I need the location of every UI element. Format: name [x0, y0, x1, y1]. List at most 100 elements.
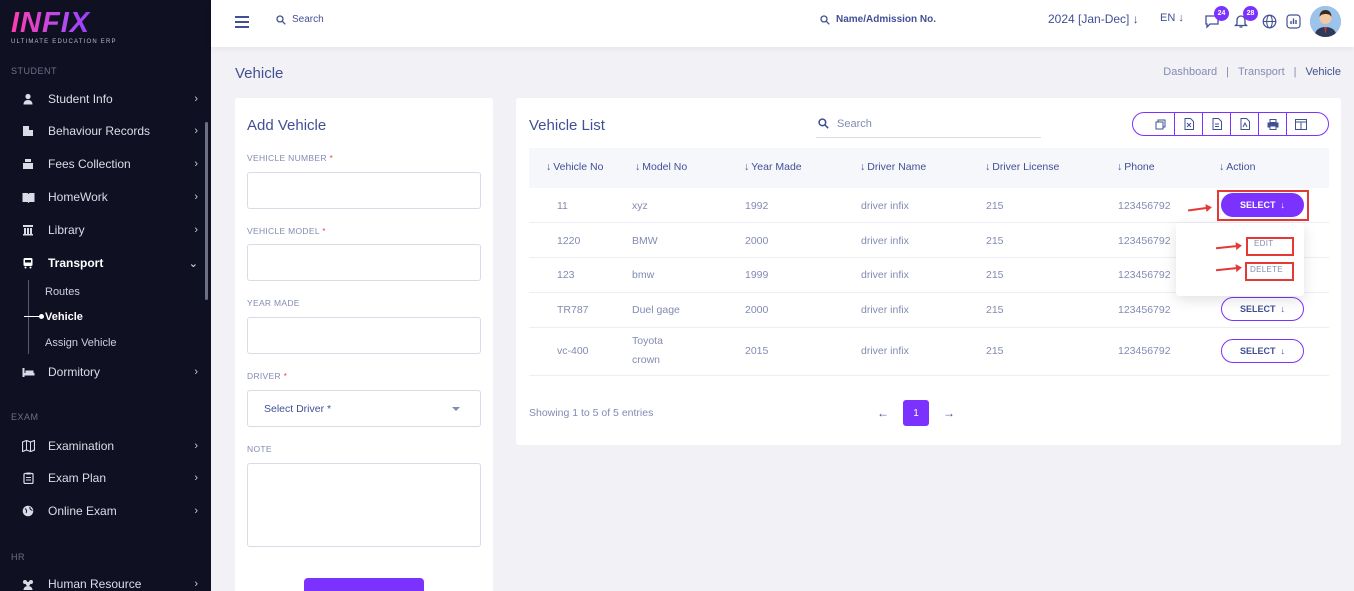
- menu-toggle-icon[interactable]: [235, 16, 249, 28]
- year-made-label: YEAR MADE: [247, 298, 300, 308]
- sidebar-item-label: HomeWork: [48, 190, 108, 204]
- csv-icon: [1212, 118, 1222, 130]
- save-vehicle-button[interactable]: [304, 578, 424, 591]
- cell-phone: 123456792: [1118, 345, 1171, 357]
- sidebar-item-transport[interactable]: Transport ⌄: [20, 252, 198, 274]
- next-page-icon[interactable]: →: [943, 406, 955, 420]
- cell-vehicle-no: vc-400: [557, 345, 589, 357]
- table-row: 11 xyz 1992 driver infix 215 123456792: [529, 188, 1329, 223]
- section-label-student: STUDENT: [11, 66, 57, 76]
- cell-driver: driver infix: [861, 345, 909, 357]
- col-phone[interactable]: ↓ Phone: [1117, 161, 1155, 173]
- vehicle-list-title: Vehicle List: [529, 117, 605, 134]
- sidebar-subitem-routes[interactable]: Routes: [45, 286, 80, 298]
- cell-model: Toyota: [632, 335, 663, 347]
- cell-phone: 123456792: [1118, 269, 1171, 281]
- sidebar-item-student-info[interactable]: Student Info ›: [20, 88, 198, 110]
- sidebar-item-label: Library: [48, 223, 85, 237]
- messages-badge: 24: [1214, 6, 1229, 21]
- sort-arrow-icon: ↓: [1219, 161, 1225, 173]
- columns-button[interactable]: [1287, 113, 1315, 135]
- website-button[interactable]: [1260, 12, 1278, 30]
- print-button[interactable]: [1259, 113, 1287, 135]
- col-driver-name[interactable]: ↓ Driver Name: [860, 161, 927, 173]
- note-textarea[interactable]: [247, 463, 481, 547]
- select-action-button[interactable]: SELECT ↓: [1221, 339, 1304, 363]
- cell-license: 215: [986, 269, 1004, 281]
- notifications-button[interactable]: 28: [1232, 6, 1258, 30]
- select-action-button[interactable]: SELECT ↓: [1221, 297, 1304, 321]
- col-year-made[interactable]: ↓ Year Made: [744, 161, 802, 173]
- submenu-line: [28, 280, 29, 354]
- cell-model-line2: crown: [632, 354, 661, 366]
- cell-model: BMW: [632, 235, 658, 247]
- excel-button[interactable]: [1175, 113, 1203, 135]
- cell-vehicle-no: 123: [557, 269, 575, 281]
- arrow-down-icon: ↓: [1132, 12, 1139, 26]
- col-action[interactable]: ↓ Action: [1219, 161, 1256, 173]
- sidebar-item-examination[interactable]: Examination ›: [20, 435, 198, 457]
- col-driver-license[interactable]: ↓ Driver License: [985, 161, 1060, 173]
- sidebar-subitem-vehicle[interactable]: Vehicle: [45, 311, 83, 323]
- language-selector[interactable]: EN ↓: [1160, 12, 1184, 24]
- highlight-delete: [1245, 262, 1294, 281]
- sort-arrow-icon: ↓: [744, 161, 750, 173]
- avatar[interactable]: [1310, 6, 1341, 37]
- sidebar-item-exam-plan[interactable]: Exam Plan ›: [20, 467, 198, 489]
- top-search[interactable]: Search: [276, 14, 324, 25]
- building-icon: [20, 123, 36, 139]
- sidebar-item-label: Student Info: [48, 92, 113, 106]
- logo-text: INFIX: [11, 8, 117, 38]
- sidebar-item-fees-collection[interactable]: Fees Collection ›: [20, 153, 198, 175]
- sidebar-item-behaviour-records[interactable]: Behaviour Records ›: [20, 120, 198, 142]
- sidebar-item-label: Human Resource: [48, 577, 142, 591]
- session-selector[interactable]: 2024 [Jan-Dec] ↓: [1048, 12, 1139, 26]
- dropdown-delete[interactable]: DELETE: [1250, 265, 1283, 274]
- breadcrumb-vehicle: Vehicle: [1305, 66, 1341, 78]
- list-search-input[interactable]: Search: [816, 110, 1041, 138]
- dropdown-edit[interactable]: EDIT: [1254, 239, 1274, 248]
- sidebar-item-human-resource[interactable]: Human Resource ›: [20, 573, 198, 591]
- page-number[interactable]: 1: [903, 400, 929, 426]
- pdf-button[interactable]: [1231, 113, 1259, 135]
- clipboard-icon: [20, 470, 36, 486]
- chevron-right-icon: ›: [194, 366, 198, 378]
- vehicle-model-input[interactable]: [247, 244, 481, 281]
- col-vehicle-no[interactable]: ↓ Vehicle No: [546, 161, 604, 173]
- logo[interactable]: INFIX ULTIMATE EDUCATION ERP: [11, 8, 117, 45]
- year-made-input[interactable]: [247, 317, 481, 354]
- action-dropdown-menu: EDIT DELETE: [1176, 223, 1304, 296]
- cell-vehicle-no: 1220: [557, 235, 581, 247]
- chevron-right-icon: ›: [194, 505, 198, 517]
- driver-select[interactable]: Select Driver *: [247, 390, 481, 427]
- arrow-down-icon: ↓: [1280, 346, 1286, 356]
- sidebar-item-online-exam[interactable]: Online Exam ›: [20, 500, 198, 522]
- driver-select-value: Select Driver *: [264, 402, 332, 415]
- sidebar-item-library[interactable]: Library ›: [20, 219, 198, 241]
- statistics-button[interactable]: [1284, 12, 1302, 30]
- pagination: ← 1 →: [877, 400, 955, 426]
- col-model-no[interactable]: ↓ Model No: [635, 161, 688, 173]
- sidebar-item-homework[interactable]: HomeWork ›: [20, 186, 198, 208]
- breadcrumb-dashboard[interactable]: Dashboard: [1163, 66, 1218, 78]
- cell-license: 215: [986, 345, 1004, 357]
- cell-year: 1999: [745, 269, 769, 281]
- csv-button[interactable]: [1203, 113, 1231, 135]
- messages-button[interactable]: 24: [1203, 6, 1229, 30]
- student-search[interactable]: Name/Admission No.: [820, 14, 936, 25]
- table-row: 1220 BMW 2000 driver infix 215 123456792: [529, 223, 1329, 258]
- vehicle-number-input[interactable]: [247, 172, 481, 209]
- chart-icon: [1285, 13, 1301, 29]
- copy-button[interactable]: [1147, 113, 1175, 135]
- sidebar-subitem-assign-vehicle[interactable]: Assign Vehicle: [45, 337, 117, 349]
- breadcrumb-separator: |: [1293, 66, 1297, 78]
- table-header: ↓ Vehicle No ↓ Model No ↓ Year Made ↓ Driver…: [529, 148, 1329, 188]
- sidebar-scrollbar[interactable]: [205, 122, 208, 300]
- breadcrumb-transport[interactable]: Transport: [1237, 66, 1285, 78]
- prev-page-icon[interactable]: ←: [877, 406, 889, 420]
- chevron-right-icon: ›: [194, 578, 198, 590]
- sidebar-item-dormitory[interactable]: Dormitory ›: [20, 361, 198, 383]
- globe-icon: [1262, 14, 1276, 28]
- select-action-button-open[interactable]: SELECT ↓: [1221, 193, 1304, 217]
- cell-license: 215: [986, 304, 1004, 316]
